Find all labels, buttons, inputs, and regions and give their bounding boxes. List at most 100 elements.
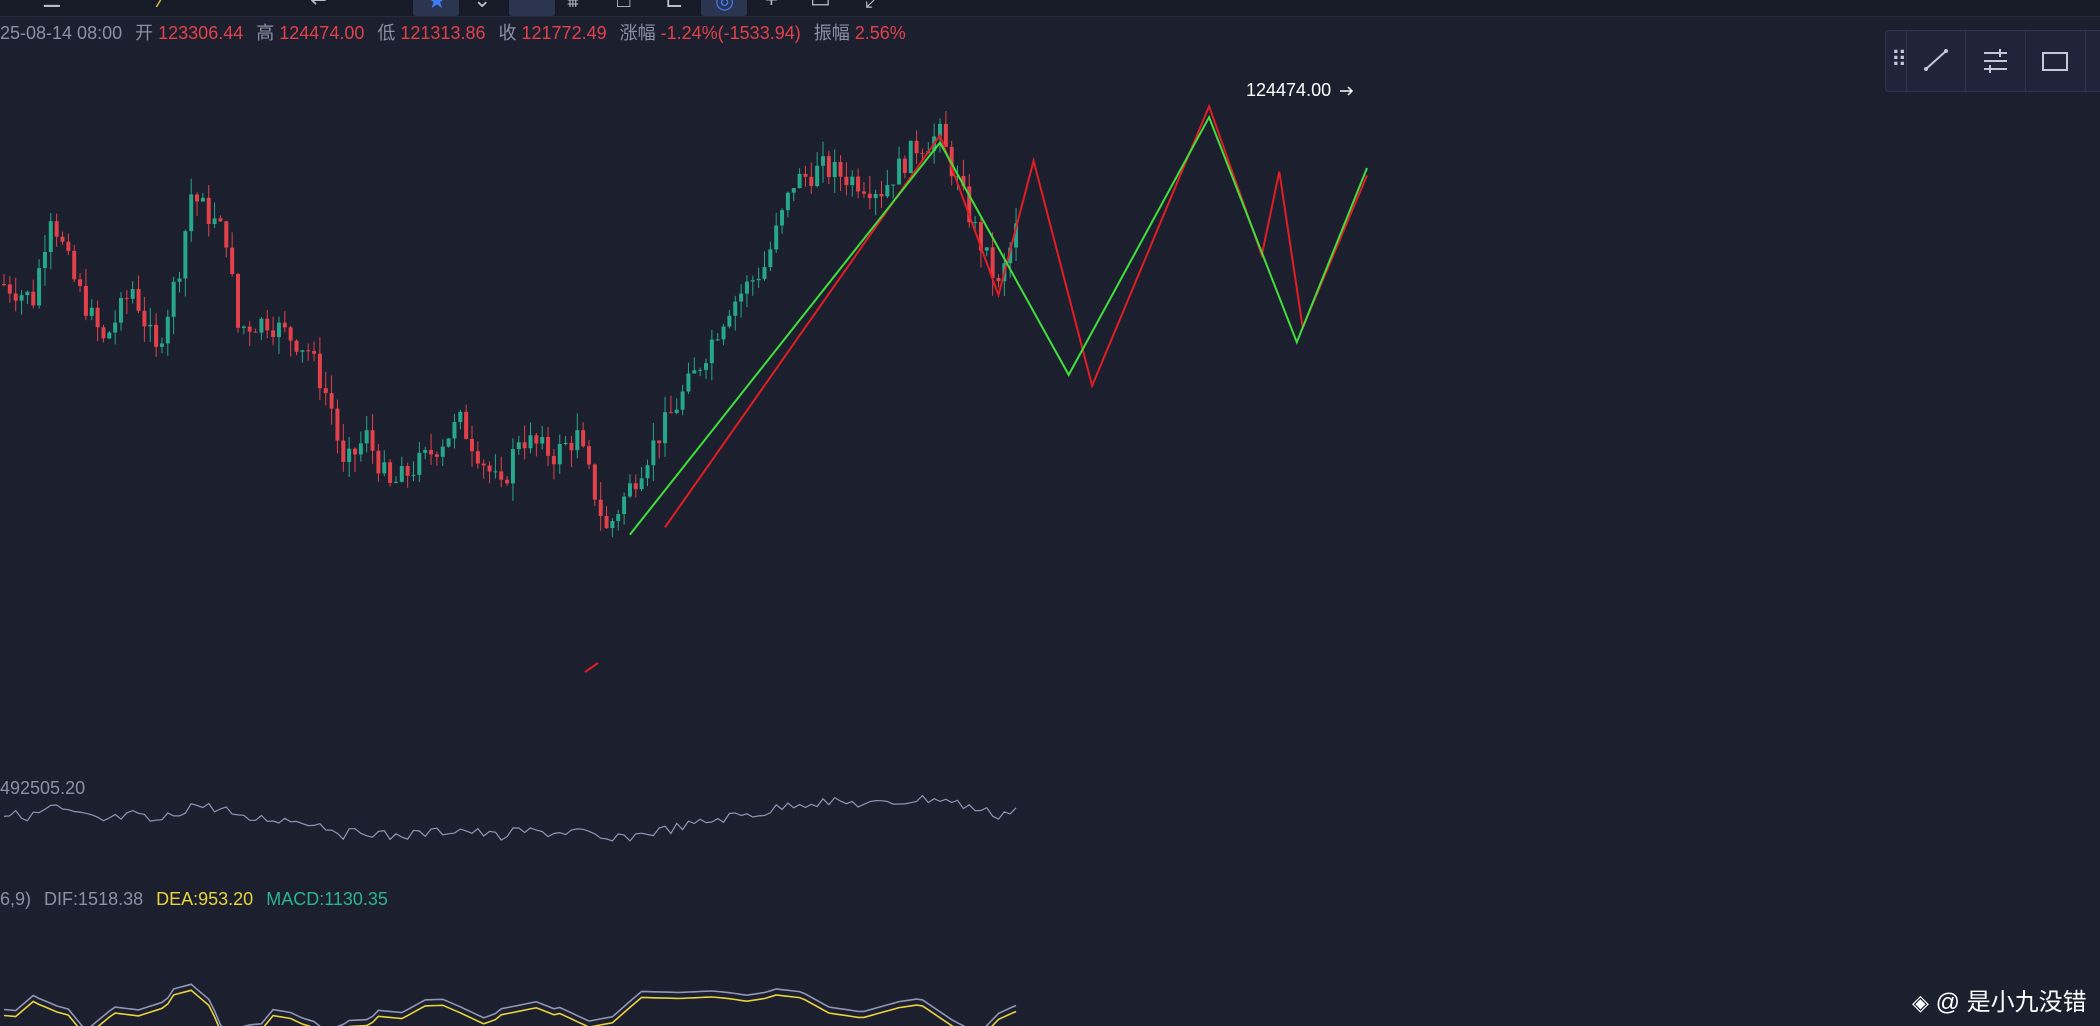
drag-handle-icon: ⠿ <box>1891 47 1908 72</box>
macd-value: MACD:1130.35 <box>266 889 388 909</box>
candle-body <box>505 479 510 484</box>
candle-body <box>388 462 393 483</box>
candle-body <box>48 221 53 253</box>
fullscreen-icon[interactable]: ⤢ <box>865 0 883 11</box>
candle-body <box>908 140 913 173</box>
settings-lines-icon <box>1984 49 2007 73</box>
candle-body <box>72 250 77 280</box>
indicator-icon[interactable]: ⁄ <box>160 0 164 11</box>
candle-body <box>247 326 252 332</box>
candle-body <box>627 483 632 497</box>
candle-body <box>756 278 761 281</box>
candle-body <box>938 123 942 137</box>
candle-body <box>335 408 340 441</box>
high-price-marker: 124474.00 <box>1246 80 1354 100</box>
candle-body <box>838 162 843 177</box>
candle-body <box>1008 247 1013 264</box>
candle-body <box>534 435 539 444</box>
high-label: 高 <box>256 23 275 43</box>
candle-body <box>920 153 925 155</box>
settings-button[interactable]: ◎ <box>701 0 747 16</box>
settings-icon: ◎ <box>715 0 735 13</box>
trendline-tool[interactable] <box>1907 31 1966 91</box>
candle-body <box>294 340 299 352</box>
candle-body <box>540 436 545 444</box>
watermark: ◈ @ 是小九没错 <box>1912 982 2087 1017</box>
candle-body <box>236 273 240 328</box>
candle-body <box>522 442 527 449</box>
candle-body <box>727 315 732 327</box>
volume-line <box>3 794 1017 842</box>
compare-icon[interactable]: ⊏ <box>665 0 683 11</box>
candle-body <box>19 295 24 301</box>
macd-dea: DEA:953.20 <box>156 889 254 909</box>
candle-body <box>557 444 562 465</box>
star-button[interactable]: ★ <box>413 0 459 16</box>
candle-body <box>2 284 6 286</box>
drawing-settings-tool[interactable] <box>1966 31 2026 91</box>
dif-line <box>3 983 1017 1026</box>
candlestick-series <box>2 111 1019 537</box>
drawing-toolbar: ⠿ <box>1885 30 2100 92</box>
watermark-text: @ 是小九没错 <box>1935 989 2087 1016</box>
candle-body <box>195 194 200 202</box>
candle-body <box>674 409 679 414</box>
candle-body <box>587 446 591 465</box>
candle-body <box>809 176 814 187</box>
red-stub <box>584 662 599 673</box>
rectangle-tool[interactable] <box>2026 31 2086 91</box>
candle-body <box>551 455 556 465</box>
macd-params: 6,9) <box>0 889 32 909</box>
candle-body <box>943 123 948 147</box>
candle-body <box>206 197 211 224</box>
candle-body <box>189 194 194 232</box>
candle-body <box>347 448 352 462</box>
candle-body <box>306 350 311 352</box>
candle-body <box>171 281 176 317</box>
candle-body <box>113 322 118 333</box>
candle-body <box>645 465 650 479</box>
candle-body <box>826 156 831 178</box>
candle-body <box>891 184 896 186</box>
dea-line <box>3 989 1017 1026</box>
candle-body <box>739 293 744 302</box>
bars-icon[interactable]: ⩩ <box>567 0 579 11</box>
crosshair-icon[interactable]: + <box>765 0 778 11</box>
candle-body <box>54 221 59 237</box>
screenshot-icon[interactable]: ▭ <box>810 0 831 11</box>
candle-body <box>423 449 428 453</box>
candle-body <box>592 464 597 500</box>
candle-body <box>733 301 738 316</box>
candle-body <box>709 339 714 364</box>
candle-body <box>323 388 328 394</box>
candle-body <box>376 450 381 474</box>
candle-body <box>984 247 989 251</box>
macd-legend: 6,9) DIF:1518.38 DEA:953.20 MACD:1130.35 <box>0 889 388 910</box>
rectangle-icon <box>2042 52 2068 71</box>
candle-body <box>610 521 615 529</box>
candle-body <box>101 327 106 339</box>
candle-body <box>902 158 907 173</box>
candle-body <box>165 316 170 344</box>
drag-handle[interactable]: ⠿ <box>1886 31 1907 91</box>
candle-body <box>60 236 65 242</box>
candle-body <box>762 267 767 279</box>
candle-body <box>417 452 422 475</box>
candle-body <box>288 327 293 341</box>
candle-body <box>680 391 685 410</box>
candle-body <box>364 430 369 444</box>
candle-body <box>651 440 656 466</box>
interval-button[interactable] <box>509 0 555 16</box>
candle-body <box>358 443 363 455</box>
menu-icon[interactable]: ☰ <box>42 0 62 11</box>
binance-logo-icon: ◈ <box>1912 990 1929 1015</box>
chevron-down-icon[interactable]: ⌄ <box>473 0 491 11</box>
bar-date: 25-08-14 08:00 <box>0 23 123 43</box>
macd-series <box>3 983 1017 1026</box>
candle-body <box>990 247 995 278</box>
candle-body <box>434 454 439 457</box>
back-icon[interactable]: ↩ <box>310 0 328 11</box>
candle-body <box>528 435 533 449</box>
layout-icon[interactable]: □ <box>617 0 630 11</box>
